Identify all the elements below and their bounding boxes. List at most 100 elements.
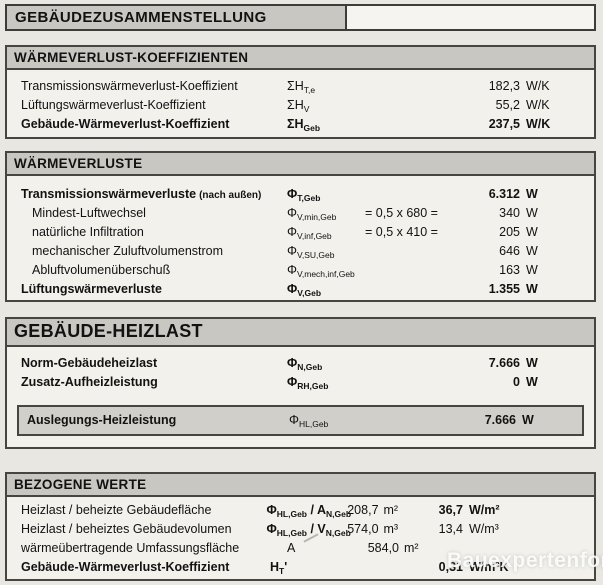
- row-symbol: A: [287, 541, 296, 555]
- symbol-subscript: V,inf,Geb: [296, 231, 332, 241]
- row-formula: = 0,5 x 410 =: [365, 225, 438, 239]
- row-label-text: Zusatz-Aufheizleistung: [21, 375, 158, 389]
- row-value-number: 7.666: [484, 413, 516, 427]
- row-value-unit: W/m²K: [469, 560, 509, 574]
- row-label-text: Auslegungs-Heizleistung: [27, 413, 177, 427]
- section-waermeverluste: WÄRMEVERLUSTE Transmissionswärmeverluste…: [5, 151, 596, 302]
- row-middle-cell: 584,0 m²: [362, 539, 467, 558]
- table-row: Zusatz-Aufheizleistung ΦRH,Geb 0 W: [7, 373, 594, 392]
- row-value-unit: W/K: [526, 98, 550, 112]
- section-header: GEBÄUDE-HEIZLAST: [7, 319, 594, 347]
- row-symbol: ΦV,mech,inf,Geb: [287, 263, 355, 279]
- row-mid-number: 208,7: [347, 503, 379, 517]
- row-value: 7.666 W: [467, 354, 594, 373]
- row-label: Lüftungswärmeverluste: [7, 280, 287, 299]
- row-value: 340 W: [467, 204, 594, 223]
- symbol-subscript: HL,Geb: [276, 509, 308, 519]
- row-value: 205 W: [467, 223, 594, 242]
- row-value: 6.312 W: [467, 185, 594, 204]
- symbol-subscript: V,mech,inf,Geb: [296, 269, 355, 279]
- row-label-text: Heizlast / beheizte Gebäudefläche: [21, 503, 212, 517]
- row-value: 182,3 W/K: [467, 77, 594, 96]
- row-label: Abluftvolumenüberschuß: [7, 261, 287, 280]
- table-row: Heizlast / beheizte Gebäudefläche ΦHL,Geb…: [7, 501, 594, 520]
- row-value-number: 205: [499, 225, 520, 239]
- table-row: Gebäude-Wärmeverlust-Koeffizient ΣHGeb 237…: [7, 115, 594, 134]
- table-row: Heizlast / beheiztes Gebäudevolumen ΦHL,G…: [7, 520, 594, 539]
- table-row: Mindest-Luftwechsel ΦV,min,Geb = 0,5 x 680…: [7, 204, 594, 223]
- row-value-unit: W/K: [526, 79, 550, 93]
- row-mid-number: 574,0: [347, 522, 379, 536]
- symbol-subscript: HL,Geb: [298, 419, 329, 429]
- row-mid-number: 584,0: [367, 541, 399, 555]
- symbol-subscript: V,min,Geb: [296, 212, 337, 222]
- row-label-suffix: (nach außen): [199, 189, 262, 201]
- row-label: wärmeübertragende Umfassungsfläche: [7, 539, 287, 558]
- row-value: 1.355 W: [467, 280, 594, 299]
- row-value-number: 340: [499, 206, 520, 220]
- row-value: 13,4 W/m³: [439, 520, 594, 539]
- row-symbol: ΦT,Geb: [287, 187, 321, 203]
- row-label: Transmissionswärmeverluste (nach außen): [7, 185, 287, 205]
- row-symbol: ΦHL,Geb / AN,Geb: [266, 503, 352, 519]
- row-label-text: Gebäude-Wärmeverlust-Koeffizient: [21, 117, 230, 131]
- row-value-unit: W: [526, 244, 538, 258]
- row-value-number: 1.355: [488, 282, 520, 296]
- row-symbol: ΦHL,Geb / VN,Geb: [266, 522, 351, 538]
- row-value-unit: W/m²: [469, 503, 500, 517]
- row-value-number: 55,2: [495, 98, 520, 112]
- row-value-unit: W: [526, 356, 538, 370]
- row-label-text: wärmeübertragende Umfassungsfläche: [21, 541, 240, 555]
- table-row: Transmissionswärmeverlust-Koeffizient ΣHT…: [7, 77, 594, 96]
- row-formula: = 0,5 x 680 =: [365, 206, 438, 220]
- row-symbol: ΣHT,e: [287, 79, 316, 95]
- row-mid-unit: m³: [383, 522, 399, 536]
- row-label: Zusatz-Aufheizleistung: [7, 373, 287, 392]
- row-middle-cell: = 0,5 x 680 =: [362, 204, 467, 223]
- row-mid-unit: m²: [383, 503, 399, 517]
- watermark-text: Bauexpertenforum: [447, 549, 603, 572]
- table-row: mechanischer Zuluftvolumenstrom ΦV,SU,Geb…: [7, 242, 594, 261]
- row-label: Lüftungswärmeverlust-Koeffizient: [7, 96, 287, 115]
- row-value: 0,31 W/m²K: [439, 558, 594, 577]
- symbol-subscript: RH,Geb: [297, 381, 329, 391]
- row-value-unit: W/m³: [469, 522, 499, 536]
- row-symbol: HT': [269, 560, 288, 576]
- section-gebaeude-heizlast: GEBÄUDE-HEIZLAST Norm-Gebäudeheizlast ΦN,…: [5, 317, 596, 449]
- row-label: natürliche Infiltration: [7, 223, 287, 242]
- table-row: Lüftungswärmeverlust-Koeffizient ΣHV 55,2 W…: [7, 96, 594, 115]
- row-value: 163 W: [467, 261, 594, 280]
- design-heat-output-highlight-box: Auslegungs-Heizleistung ΦHL,Geb 7.666 W: [17, 405, 584, 436]
- row-symbol: ΦRH,Geb: [287, 375, 329, 391]
- row-symbol: ΣHV: [287, 98, 310, 114]
- row-label-text: Lüftungswärmeverlust-Koeffizient: [21, 98, 206, 112]
- row-mid-unit: m²: [404, 541, 419, 555]
- row-value-number: 7.666: [488, 356, 520, 370]
- row-label: Gebäude-Wärmeverlust-Koeffizient: [7, 558, 270, 577]
- row-value-number: 163: [499, 263, 520, 277]
- row-label-text: Norm-Gebäudeheizlast: [21, 356, 158, 370]
- section-rows: Transmissionswärmeverluste (nach außen) ΦT…: [7, 176, 594, 299]
- section-header: WÄRMEVERLUST-KOEFFIZIENTEN: [7, 47, 594, 70]
- row-symbol: ΦV,min,Geb: [287, 206, 337, 222]
- row-value: 646 W: [467, 242, 594, 261]
- page-title: GEBÄUDEZUSAMMENSTELLUNG: [5, 4, 347, 31]
- row-label: Heizlast / beheizte Gebäudefläche: [7, 501, 267, 520]
- row-symbol: ΣHGeb: [287, 117, 321, 133]
- table-row: Auslegungs-Heizleistung ΦHL,Geb 7.666 W: [19, 411, 582, 430]
- row-label: Gebäude-Wärmeverlust-Koeffizient: [7, 115, 287, 134]
- symbol-subscript: T,Geb: [297, 193, 321, 203]
- section-rows: Heizlast / beheizte Gebäudefläche ΦHL,Geb…: [7, 497, 594, 577]
- row-value-number: 237,5: [488, 117, 520, 131]
- row-value-number: 6.312: [488, 187, 520, 201]
- row-value-unit: W: [522, 413, 534, 427]
- document-title-bar: GEBÄUDEZUSAMMENSTELLUNG: [5, 4, 596, 31]
- row-value-number: 0,31: [438, 560, 463, 574]
- row-label-text: Mindest-Luftwechsel: [32, 206, 146, 220]
- symbol-subscript: N,Geb: [297, 362, 323, 372]
- row-value-unit: W: [526, 263, 538, 277]
- table-row: Lüftungswärmeverluste ΦV,Geb 1.355 W: [7, 280, 594, 299]
- row-label-text: natürliche Infiltration: [32, 225, 144, 239]
- row-label-text: Heizlast / beheiztes Gebäudevolumen: [21, 522, 232, 536]
- section-rows: Transmissionswärmeverlust-Koeffizient ΣHT…: [7, 70, 594, 134]
